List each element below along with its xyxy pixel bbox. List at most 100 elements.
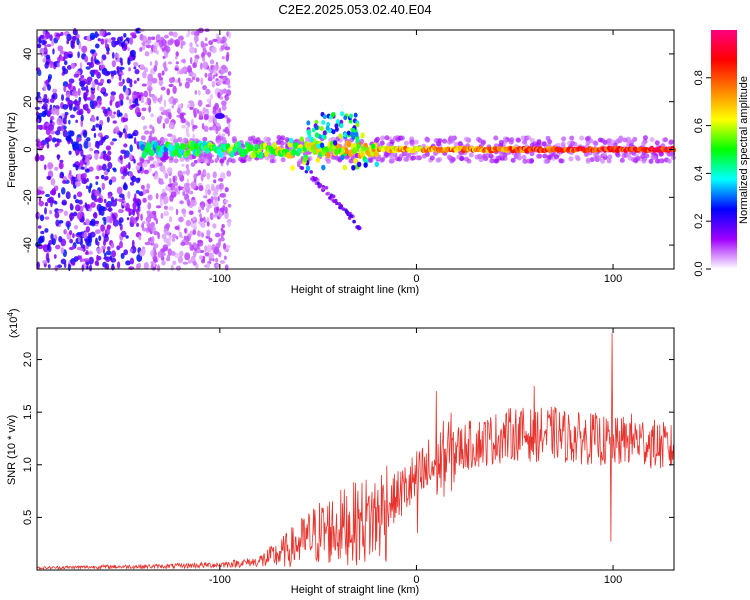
noise-speckle [99, 156, 103, 160]
noise-speckle [85, 84, 89, 92]
noise-speckle [225, 54, 230, 62]
noise-speckle [52, 48, 55, 55]
noise-speckle [42, 259, 48, 264]
noise-speckle [45, 253, 50, 262]
noise-speckle [177, 170, 183, 178]
line-halo [569, 135, 575, 141]
colorbar-tick-label: 0.2 [693, 214, 705, 229]
noise-speckle [164, 117, 170, 124]
noise-speckle [148, 166, 152, 172]
line-halo [384, 151, 390, 157]
noise-speckle [134, 98, 139, 105]
noise-speckle [162, 244, 169, 251]
noise-speckle [224, 126, 230, 134]
noise-speckle [116, 65, 120, 74]
noise-speckle [136, 222, 140, 227]
noise-speckle [55, 244, 61, 250]
noise-speckle [73, 142, 79, 151]
noise-speckle [49, 119, 53, 124]
noise-speckle [45, 193, 51, 198]
line-halo [182, 137, 188, 143]
noise-speckle [116, 261, 121, 269]
upper-branch-dot [340, 111, 345, 117]
noise-speckle [207, 115, 214, 123]
line-halo [380, 157, 386, 163]
snr-panel: -100 0 100 0.5 1.0 1.5 2.0 Height of straight … [6, 308, 675, 596]
noise-speckle [67, 222, 70, 231]
line-halo [644, 153, 650, 159]
noise-speckle [106, 71, 111, 76]
noise-speckle [187, 100, 194, 104]
noise-speckle [188, 242, 192, 247]
line-halo [389, 139, 395, 145]
lower-branch-dot [309, 170, 313, 174]
main-line-dot [167, 144, 173, 151]
noise-speckle [57, 210, 63, 214]
disturbance-dot [316, 143, 321, 149]
disturbance-dot [374, 161, 379, 168]
noise-speckle [158, 76, 164, 81]
noise-speckle [81, 264, 84, 272]
noise-speckle [218, 107, 222, 113]
line-halo [516, 137, 522, 143]
noise-speckle [39, 47, 45, 55]
colorbar: 0.0 0.2 0.4 0.6 0.8 Normalized spectral ampl… [693, 30, 750, 277]
noise-speckle [44, 228, 49, 233]
noise-speckle [63, 85, 67, 93]
line-halo [642, 135, 648, 141]
noise-speckle [168, 206, 174, 211]
noise-speckle [161, 39, 167, 46]
noise-speckle [136, 112, 142, 116]
disturbance-dot [288, 137, 294, 144]
disturbance-dot [340, 154, 345, 161]
noise-speckle [217, 91, 221, 99]
noise-speckle [183, 182, 190, 189]
noise-speckle [221, 105, 227, 111]
noise-speckle [174, 56, 178, 60]
line-halo [585, 157, 591, 163]
noise-speckle [107, 107, 111, 112]
noise-speckle [111, 60, 116, 68]
line-halo [516, 155, 522, 161]
noise-speckle [55, 219, 60, 227]
noise-speckle [86, 35, 91, 42]
noise-speckle [106, 246, 111, 251]
noise-speckle [103, 170, 109, 176]
noise-speckle [100, 209, 105, 216]
noise-speckle [108, 216, 113, 224]
noise-speckle [60, 258, 67, 265]
main-line-dot [147, 143, 152, 151]
noise-speckle [45, 54, 51, 60]
noise-speckle [128, 67, 131, 72]
noise-speckle [186, 198, 191, 207]
noise-speckle [81, 86, 87, 91]
line-halo [198, 157, 204, 163]
noise-speckle [120, 252, 125, 260]
noise-speckle [43, 164, 47, 171]
upper-branch-dot [321, 120, 326, 126]
figure-title: C2E2.2025.053.02.40.E04 [278, 2, 431, 17]
noise-speckle [54, 130, 61, 136]
upper-branch-dot [314, 125, 319, 131]
noise-speckle [223, 114, 229, 119]
noise-speckle [102, 109, 108, 114]
noise-speckle [134, 69, 140, 75]
noise-speckle [204, 37, 208, 42]
noise-speckle [51, 107, 57, 115]
noise-speckle [74, 180, 81, 187]
line-halo [446, 154, 452, 160]
noise-speckle [155, 192, 159, 200]
line-halo [536, 153, 542, 159]
noise-speckle [118, 66, 125, 71]
noise-speckle [74, 199, 80, 204]
noise-speckle [184, 252, 191, 261]
noise-speckle [99, 78, 105, 84]
snr-axes: -100 0 100 0.5 1.0 1.5 2.0 [22, 328, 674, 586]
noise-speckle [47, 243, 50, 251]
line-halo [227, 157, 233, 163]
noise-speckle [135, 190, 140, 194]
noise-speckle [225, 95, 230, 101]
noise-speckle [89, 99, 94, 108]
noise-speckle [153, 65, 158, 72]
noise-speckle [37, 112, 44, 117]
